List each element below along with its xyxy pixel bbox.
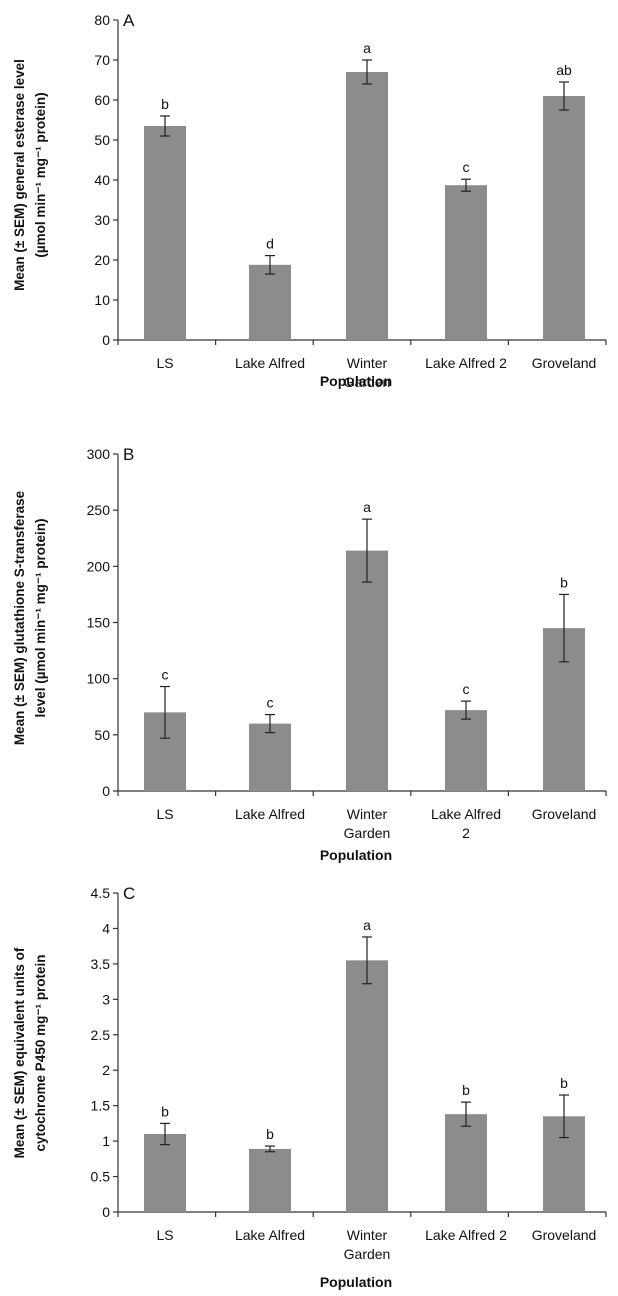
panel-a-y-tick-label: 10 bbox=[94, 292, 110, 308]
panel-b-bar bbox=[346, 550, 388, 791]
panel-a-significance-label: c bbox=[463, 159, 470, 175]
panel-b-y-tick-label: 150 bbox=[87, 615, 111, 631]
panel-c-y-tick-label: 4.5 bbox=[91, 885, 111, 901]
panel-b-significance-label: c bbox=[463, 681, 470, 697]
panel-c-letter: C bbox=[123, 884, 135, 903]
panel-b-category-label: Lake Alfred bbox=[235, 806, 305, 822]
panel-c-category-label: Garden bbox=[344, 1246, 391, 1262]
panel-a-bar bbox=[346, 72, 388, 340]
panel-a-category-label: Lake Alfred bbox=[235, 355, 305, 371]
panel-a-y-tick-label: 30 bbox=[94, 212, 110, 228]
panel-c-bar bbox=[144, 1134, 186, 1212]
panel-a-y-tick-label: 0 bbox=[102, 332, 110, 348]
panel-a-y-tick-label: 70 bbox=[94, 52, 110, 68]
panel-a-y-tick-label: 80 bbox=[94, 12, 110, 28]
panel-b-y-tick-label: 200 bbox=[87, 558, 111, 574]
panel-b-significance-label: c bbox=[162, 667, 169, 683]
panel-a-category-label: Winter bbox=[347, 355, 388, 371]
panel-b-category-label: Lake Alfred bbox=[431, 806, 501, 822]
panel-c-y-tick-label: 2.5 bbox=[91, 1027, 111, 1043]
panel-a-letter: A bbox=[123, 11, 135, 30]
panel-b-y-axis-title: Mean (± SEM) glutathione S-transferase bbox=[12, 490, 27, 745]
panel-c-y-tick-label: 3.5 bbox=[91, 956, 111, 972]
panel-b-category-label: Winter bbox=[347, 806, 388, 822]
panel-a-significance-label: a bbox=[363, 40, 371, 56]
panel-a-bar bbox=[445, 185, 487, 340]
panel-c-category-label: Groveland bbox=[532, 1227, 597, 1243]
panel-a-significance-label: d bbox=[266, 236, 274, 252]
panel-b-y-tick-label: 300 bbox=[87, 446, 111, 462]
panel-b-y-tick-label: 100 bbox=[87, 671, 111, 687]
panel-c-x-axis-title: Population bbox=[320, 1274, 392, 1290]
panel-c-y-axis-title: Mean (± SEM) equivalent units of bbox=[12, 947, 27, 1158]
panel-c-bar bbox=[249, 1148, 291, 1212]
panel-c-y-axis-title: cytochrome P450 mg⁻¹ protein bbox=[33, 955, 48, 1152]
panel-c-significance-label: b bbox=[266, 1126, 274, 1142]
panel-c-y-tick-label: 0 bbox=[102, 1204, 110, 1220]
panel-b-significance-label: a bbox=[363, 499, 371, 515]
panel-c-significance-label: b bbox=[161, 1103, 169, 1119]
panel-a-category-label: Lake Alfred 2 bbox=[425, 355, 507, 371]
panel-a-category-label: Garden bbox=[344, 374, 391, 390]
panel-c-y-tick-label: 3 bbox=[102, 991, 110, 1007]
panel-a-category-label: Groveland bbox=[532, 355, 597, 371]
panel-a-category-label: LS bbox=[156, 355, 173, 371]
panel-a-y-tick-label: 40 bbox=[94, 172, 110, 188]
panel-c-category-label: Lake Alfred 2 bbox=[425, 1227, 507, 1243]
panel-b-category-label: Garden bbox=[344, 825, 391, 841]
panel-b-letter: B bbox=[123, 445, 134, 464]
panel-a-bar bbox=[249, 264, 291, 340]
panel-c-significance-label: b bbox=[560, 1075, 568, 1091]
panel-c-category-label: LS bbox=[156, 1227, 173, 1243]
panel-a-y-tick-label: 50 bbox=[94, 132, 110, 148]
panel-c-significance-label: a bbox=[363, 917, 371, 933]
panel-b-y-tick-label: 250 bbox=[87, 502, 111, 518]
panel-b-significance-label: b bbox=[560, 574, 568, 590]
panel-a-significance-label: b bbox=[161, 96, 169, 112]
panel-b-bar bbox=[445, 710, 487, 791]
panel-b-category-label: 2 bbox=[462, 825, 470, 841]
panel-c-y-tick-label: 2 bbox=[102, 1062, 110, 1078]
panel-a-bar bbox=[144, 126, 186, 340]
panel-c-category-label: Winter bbox=[347, 1227, 388, 1243]
panel-c-significance-label: b bbox=[462, 1082, 470, 1098]
panel-b-y-tick-label: 0 bbox=[102, 783, 110, 799]
panel-a-bar bbox=[543, 96, 585, 340]
panel-c-y-tick-label: 4 bbox=[102, 920, 110, 936]
panel-c-y-tick-label: 1.5 bbox=[91, 1098, 111, 1114]
panel-b-significance-label: c bbox=[267, 695, 274, 711]
panel-a-y-axis-title: Mean (± SEM) general esterase level bbox=[12, 59, 27, 291]
panel-b-y-tick-label: 50 bbox=[94, 727, 110, 743]
panel-a-significance-label: ab bbox=[556, 62, 572, 78]
panel-c-bar bbox=[346, 960, 388, 1212]
panel-a-y-axis-title: (µmol min⁻¹ mg⁻¹ protein) bbox=[33, 92, 48, 257]
panel-c-category-label: Lake Alfred bbox=[235, 1227, 305, 1243]
panel-c-y-tick-label: 0.5 bbox=[91, 1169, 111, 1185]
panel-c-y-tick-label: 1 bbox=[102, 1133, 110, 1149]
panel-a-x-axis-title: Population bbox=[320, 373, 392, 389]
panel-b-category-label: LS bbox=[156, 806, 173, 822]
panel-a-y-tick-label: 20 bbox=[94, 252, 110, 268]
panel-b-bar bbox=[249, 723, 291, 791]
panel-c-bar bbox=[445, 1114, 487, 1212]
panel-b-x-axis-title: Population bbox=[320, 847, 392, 863]
panel-a-y-tick-label: 60 bbox=[94, 92, 110, 108]
panel-b-category-label: Groveland bbox=[532, 806, 597, 822]
panel-b-y-axis-title: level (µmol min⁻¹ mg⁻¹ protein) bbox=[33, 518, 48, 717]
